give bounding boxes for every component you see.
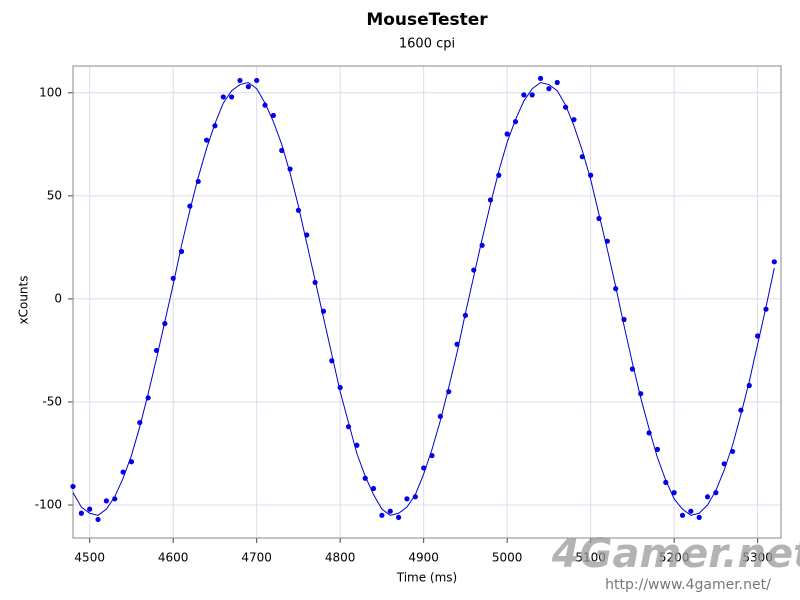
data-point: [112, 496, 118, 502]
data-point: [245, 84, 251, 90]
data-point: [537, 75, 544, 81]
x-tick-label: 5200: [659, 551, 690, 565]
x-axis-label: Time (ms): [396, 571, 458, 585]
data-point: [404, 496, 410, 502]
data-point: [379, 512, 385, 518]
y-tick-label: 50: [47, 188, 62, 202]
data-point: [704, 494, 711, 500]
data-point: [229, 94, 235, 100]
y-tick-label: 0: [54, 291, 62, 305]
data-point: [546, 86, 552, 92]
x-tick-label: 5100: [575, 551, 606, 565]
data-point: [671, 490, 677, 496]
x-tick-label: 5000: [492, 551, 523, 565]
data-point: [103, 498, 109, 504]
x-tick-label: 4600: [158, 551, 189, 565]
data-point: [771, 259, 777, 265]
chart-subtitle: 1600 cpi: [399, 37, 455, 52]
data-point: [396, 514, 402, 520]
data-point: [713, 490, 719, 496]
y-tick-label: -50: [42, 394, 62, 408]
y-tick-label: 100: [39, 85, 62, 99]
x-tick-label: 5300: [742, 551, 773, 565]
x-tick-label: 4800: [325, 551, 356, 565]
x-tick-label: 4500: [74, 551, 105, 565]
watermark-url: http://www.4gamer.net/: [605, 577, 771, 593]
y-axis-label: xCounts: [17, 276, 31, 325]
data-point: [521, 92, 527, 98]
data-point: [504, 131, 510, 137]
watermark-logo: 4Gamer.net: [551, 531, 800, 577]
data-point: [270, 112, 276, 119]
data-point: [696, 514, 702, 520]
data-point: [529, 92, 535, 98]
data-point: [654, 446, 661, 452]
plot-area: -100 -50 0 50 100 4500 4600 4700 4800 4900 5000 510…: [35, 65, 782, 565]
data-point: [412, 494, 418, 500]
x-tick-label: 4900: [408, 551, 439, 565]
data-point: [571, 116, 577, 123]
data-point: [78, 510, 84, 516]
data-point: [688, 508, 694, 514]
data-point: [70, 483, 76, 490]
data-point: [354, 442, 360, 448]
data-point: [203, 137, 210, 143]
data-point: [87, 506, 93, 512]
data-point: [95, 516, 101, 523]
series-line: [72, 81, 775, 516]
data-point: [370, 485, 377, 492]
data-point: [554, 79, 560, 86]
data-point: [679, 512, 686, 518]
plot-border: [72, 65, 782, 539]
data-point: [237, 77, 243, 84]
y-tick-label: -100: [35, 498, 62, 512]
data-point: [220, 94, 226, 100]
chart-title: MouseTester: [366, 10, 488, 30]
data-point: [254, 77, 260, 84]
x-tick-label: 4700: [241, 551, 272, 565]
data-point: [387, 508, 393, 514]
